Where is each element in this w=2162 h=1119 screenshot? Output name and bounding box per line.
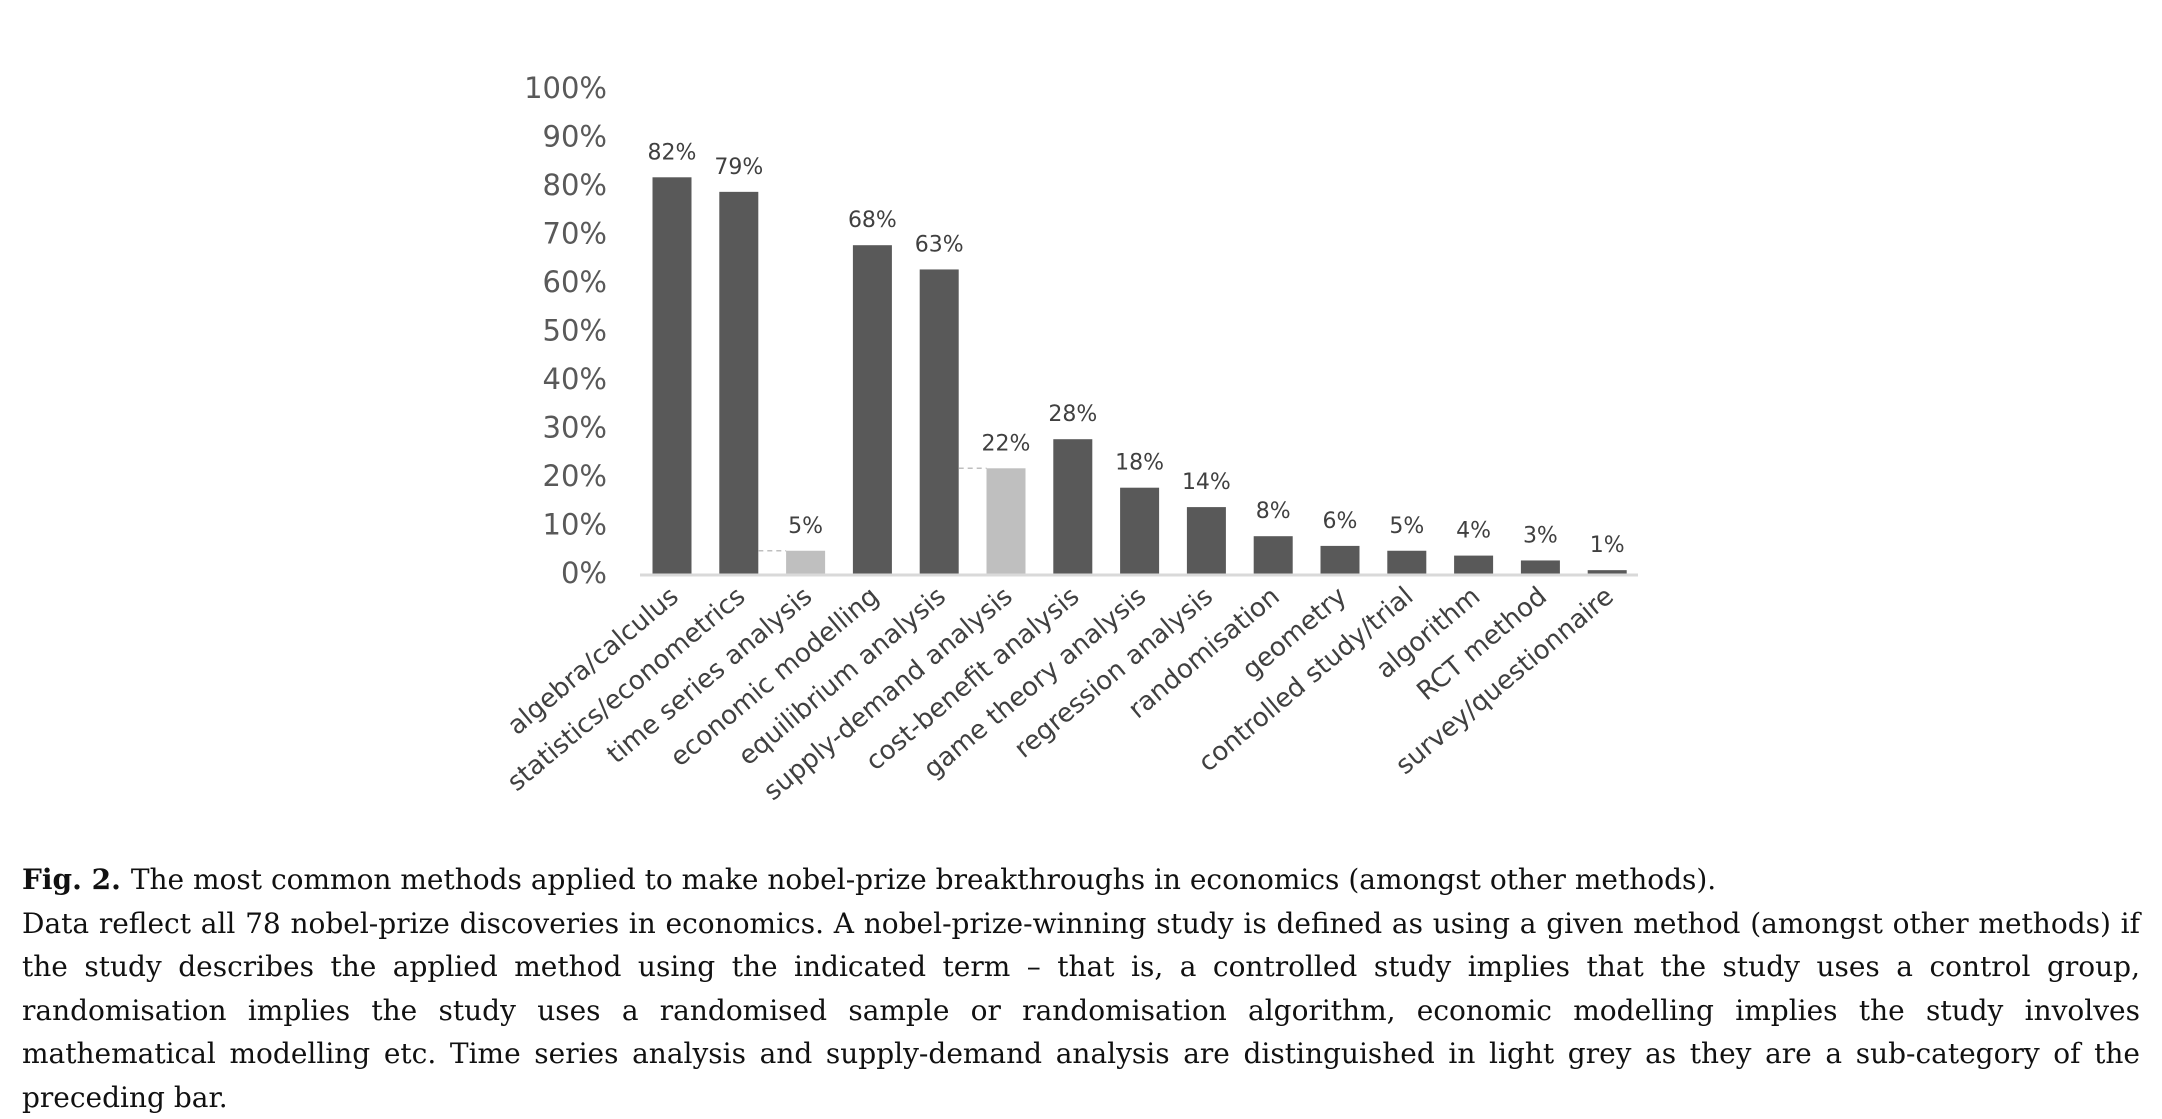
value-label: 18% [1115,451,1164,476]
bar [719,191,759,575]
y-tick-label: 90% [543,120,607,154]
value-label: 6% [1323,509,1358,534]
value-label: 5% [1389,514,1424,539]
bar [986,468,1026,575]
value-label: 14% [1182,470,1231,495]
value-label: 79% [714,155,763,180]
caption-text: Data reflect all 78 nobel-prize discover… [22,906,2140,1114]
value-label: 8% [1256,499,1291,524]
y-tick-label: 20% [543,459,607,493]
y-tick-label: 60% [543,265,607,299]
bar [1053,439,1093,575]
page: {"chart_data": {"type": "bar", "categori… [22,71,2140,1114]
value-label: 3% [1523,523,1558,548]
bar [919,269,959,575]
chart: 0%10%20%30%40%50%60%70%80%90%100%82%alge… [502,71,1638,807]
value-label: 68% [848,208,897,233]
value-label: 4% [1456,519,1491,544]
bar [1587,570,1627,575]
bar [1320,545,1360,575]
y-tick-label: 100% [524,71,607,105]
y-tick-label: 30% [543,411,607,445]
bar [1253,536,1293,575]
bar [652,177,692,576]
y-tick-label: 40% [543,362,607,396]
bar [786,550,826,575]
value-label: 82% [648,140,697,165]
figure-label: Fig. 2. [22,863,121,896]
y-tick-label: 0% [561,556,607,590]
bar [1186,507,1226,575]
value-label: 63% [915,232,964,257]
value-label: 1% [1590,533,1625,558]
bar [1520,560,1560,575]
bar [1120,487,1160,575]
figure-caption: Fig. 2. The most common methods applied t… [22,858,2140,1119]
bar [1387,550,1427,575]
bar [852,245,892,575]
y-tick-label: 80% [543,168,607,202]
y-tick-label: 70% [543,217,607,251]
bar [1454,555,1494,575]
value-label: 5% [788,514,823,539]
y-tick-label: 50% [543,314,607,348]
value-label: 28% [1048,402,1097,427]
y-tick-label: 10% [543,508,607,542]
value-label: 22% [982,431,1031,456]
caption-title: The most common methods applied to make … [130,863,1717,896]
